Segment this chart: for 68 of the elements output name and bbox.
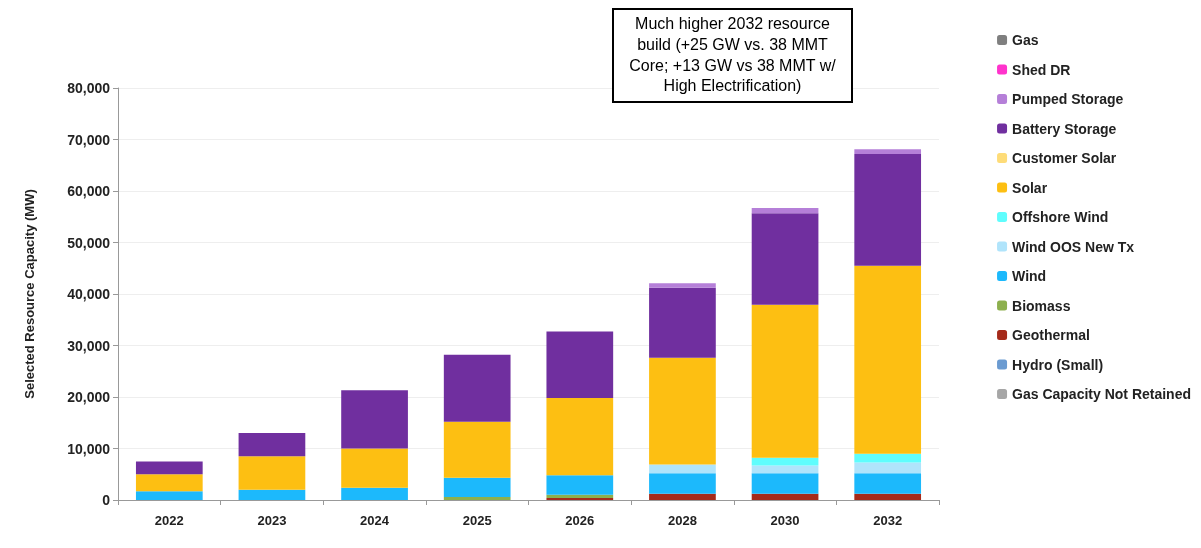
bar: [546, 331, 614, 399]
legend-label: Pumped Storage: [1012, 91, 1124, 107]
bar: [751, 473, 819, 494]
bar: [649, 357, 716, 465]
x-tick-label: 2025: [462, 513, 492, 528]
bar: [443, 496, 511, 500]
bar: [854, 473, 922, 494]
x-tick-label: 2026: [565, 513, 595, 528]
bar: [238, 456, 306, 490]
x-tick-label: 2028: [667, 513, 697, 528]
bar: [341, 390, 408, 449]
bar: [854, 149, 922, 154]
bar: [751, 213, 819, 305]
y-tick-label: 20,000: [67, 389, 111, 405]
bar: [854, 493, 922, 500]
legend-label: Offshore Wind: [1012, 209, 1109, 225]
bar: [649, 473, 716, 494]
bar: [751, 465, 819, 474]
bar: [341, 487, 408, 500]
bar: [751, 304, 819, 458]
y-tick-label: 80,000: [67, 80, 111, 96]
legend-label: Wind OOS New Tx: [1012, 238, 1135, 255]
legend-label: Wind: [1012, 268, 1047, 284]
y-tick-label: 60,000: [67, 183, 111, 199]
legend-label: Biomass: [1012, 297, 1071, 314]
bar: [135, 461, 203, 475]
bar: [443, 421, 511, 478]
y-axis-title: Selected Resource Capacity (MW): [22, 189, 37, 399]
legend-label: Gas: [1012, 32, 1039, 48]
bar: [854, 462, 922, 474]
legend-label: Battery Storage: [1012, 120, 1117, 137]
x-tick-label: 2022: [154, 513, 184, 528]
y-tick-label: 50,000: [67, 234, 111, 251]
bar: [238, 489, 306, 500]
y-tick-label: 70,000: [67, 131, 111, 148]
legend-label: Solar: [1012, 179, 1048, 196]
bar: [649, 283, 716, 288]
bar: [546, 398, 614, 476]
bar: [751, 457, 819, 466]
bar: [649, 464, 716, 474]
bar: [546, 475, 614, 495]
bar: [854, 265, 922, 454]
bar: [649, 287, 716, 358]
x-tick-label: 2030: [770, 513, 800, 528]
x-tick-label: 2024: [360, 513, 390, 528]
y-tick-label: 10,000: [67, 440, 111, 457]
bar: [135, 474, 203, 492]
bar: [135, 491, 203, 500]
legend-label: Customer Solar: [1012, 150, 1117, 166]
bar: [854, 153, 922, 266]
x-tick-label: 2023: [257, 513, 287, 528]
bar: [443, 354, 511, 422]
bar: [443, 477, 511, 497]
bar: [649, 493, 716, 500]
bar: [238, 433, 306, 457]
y-tick-label: 30,000: [67, 337, 111, 354]
legend-label: Shed DR: [1012, 61, 1071, 78]
bar: [854, 453, 922, 463]
bar: [341, 448, 408, 488]
legend-label: Gas Capacity Not Retained: [1012, 386, 1191, 402]
bar: [751, 208, 819, 214]
y-tick-label: 0: [102, 492, 111, 508]
legend-label: Geothermal: [1012, 327, 1090, 343]
annotation: Much higher 2032 resource build (+25 GW vs. 38 MMT Core; +13 GW vs 38 MMT w/ High Electrification): [612, 8, 853, 104]
x-tick-label: 2032: [873, 513, 903, 528]
y-tick-label: 40,000: [67, 286, 111, 302]
legend-label: Hydro (Small): [1012, 356, 1104, 373]
bar: [751, 493, 819, 500]
